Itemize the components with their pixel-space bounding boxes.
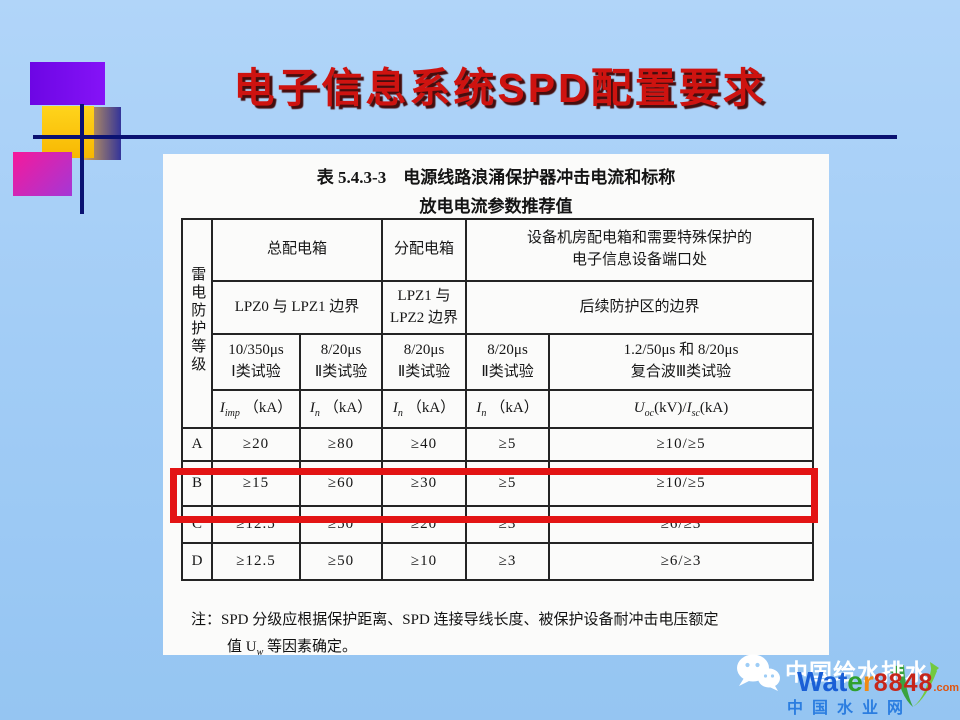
- highlight-box-row-b: [170, 468, 818, 523]
- logo-letter: W: [797, 666, 823, 697]
- waveform-class2-b: 8/20μs Ⅱ类试验: [381, 333, 468, 391]
- site-name: 中国水业网: [787, 700, 913, 717]
- logo-tld: .com: [933, 682, 960, 694]
- table-footnote: 注：SPD 分级应根据保护距离、SPD 连接导线长度、被保护设备耐冲击电压额定 …: [191, 612, 719, 658]
- decor-vertical-line: [80, 104, 84, 214]
- logo-letter: t: [837, 666, 848, 697]
- table-caption-line1: 表 5.4.3-3 电源线路浪涌保护器冲击电流和标称: [316, 168, 676, 187]
- table-panel: 表 5.4.3-3 电源线路浪涌保护器冲击电流和标称 放电电流参数推荐值 雷电防…: [163, 154, 829, 658]
- header-row-boxes: 雷电防护等级 总配电箱 分配电箱 设备机房配电箱和需要特殊保护的 电子信息设备端…: [181, 218, 815, 429]
- logo-number: 8848: [873, 669, 934, 697]
- waveform-class1: 10/350μs Ⅰ类试验: [211, 333, 301, 391]
- header-row-symbols: Iimp （kA） In （kA） In （kA） In （kA） Uoc(kV)/Is…: [182, 389, 815, 429]
- header-row-waveforms: 10/350μs Ⅰ类试验 8/20μs Ⅱ类试验 8/20μs Ⅱ类试验 8/…: [182, 333, 815, 391]
- param-in-1: In （kA）: [298, 389, 384, 429]
- zone-subsequent: 后续防护区的边界: [465, 280, 815, 335]
- logo-letter: r: [862, 666, 874, 697]
- table-caption-line2: 放电电流参数推荐值: [419, 197, 573, 216]
- zone-lpz0-lpz1: LPZ0 与 LPZ1 边界: [210, 280, 384, 335]
- logo-letter: e: [847, 666, 863, 697]
- waveform-class3: 1.2/50μs 和 8/20μs 复合波Ⅲ类试验: [548, 333, 815, 391]
- table-row-grade-b: B ≥15 ≥60 ≥30 ≥5 ≥10/≥5: [181, 460, 815, 507]
- slide-title: 电子信息系统SPD配置要求: [233, 65, 767, 111]
- header-equipment-box: 设备机房配电箱和需要特殊保护的 电子信息设备端口处: [465, 218, 815, 282]
- logo-letter: a: [822, 666, 838, 697]
- table-row-grade-a: A ≥20 ≥80 ≥40 ≥5 ≥10/≥5: [181, 427, 815, 462]
- waveform-class2-c: 8/20μs Ⅱ类试验: [465, 333, 551, 391]
- vertical-header-label: 雷电防护等级: [189, 265, 206, 374]
- wechat-icon: [734, 651, 782, 700]
- corner-header-cell: 雷电防护等级: [181, 218, 213, 429]
- water8848-logo: Water8848.com: [797, 666, 959, 698]
- param-in-3: In （kA）: [465, 389, 551, 429]
- header-row-zones: LPZ0 与 LPZ1 边界 LPZ1 与 LPZ2 边界 后续防护区的边界: [182, 280, 815, 335]
- table-row-grade-c: C ≥12.5 ≥50 ≥20 ≥3 ≥6/≥3: [181, 505, 815, 544]
- decor-horizontal-rule: [33, 135, 897, 139]
- param-in-2: In （kA）: [381, 389, 468, 429]
- header-main-box: 总配电箱: [210, 218, 384, 282]
- zone-lpz1-lpz2: LPZ1 与 LPZ2 边界: [381, 280, 468, 335]
- param-uoc-isc: Uoc(kV)/Isc(kA): [548, 389, 815, 429]
- decor-square-pink: [13, 152, 72, 196]
- spd-parameter-table: 雷电防护等级 总配电箱 分配电箱 设备机房配电箱和需要特殊保护的 电子信息设备端…: [181, 218, 815, 581]
- decor-square-purple: [30, 62, 105, 105]
- waveform-class2-a: 8/20μs Ⅱ类试验: [298, 333, 384, 391]
- param-iimp: Iimp （kA）: [211, 389, 301, 429]
- decor-square-yellow: [42, 106, 94, 158]
- brand-name: 中国给水排水: [785, 659, 929, 685]
- green-swirl-icon: [886, 662, 940, 719]
- header-sub-box: 分配电箱: [381, 218, 468, 282]
- table-row-grade-d: D ≥12.5 ≥50 ≥10 ≥3 ≥6/≥3: [181, 542, 815, 581]
